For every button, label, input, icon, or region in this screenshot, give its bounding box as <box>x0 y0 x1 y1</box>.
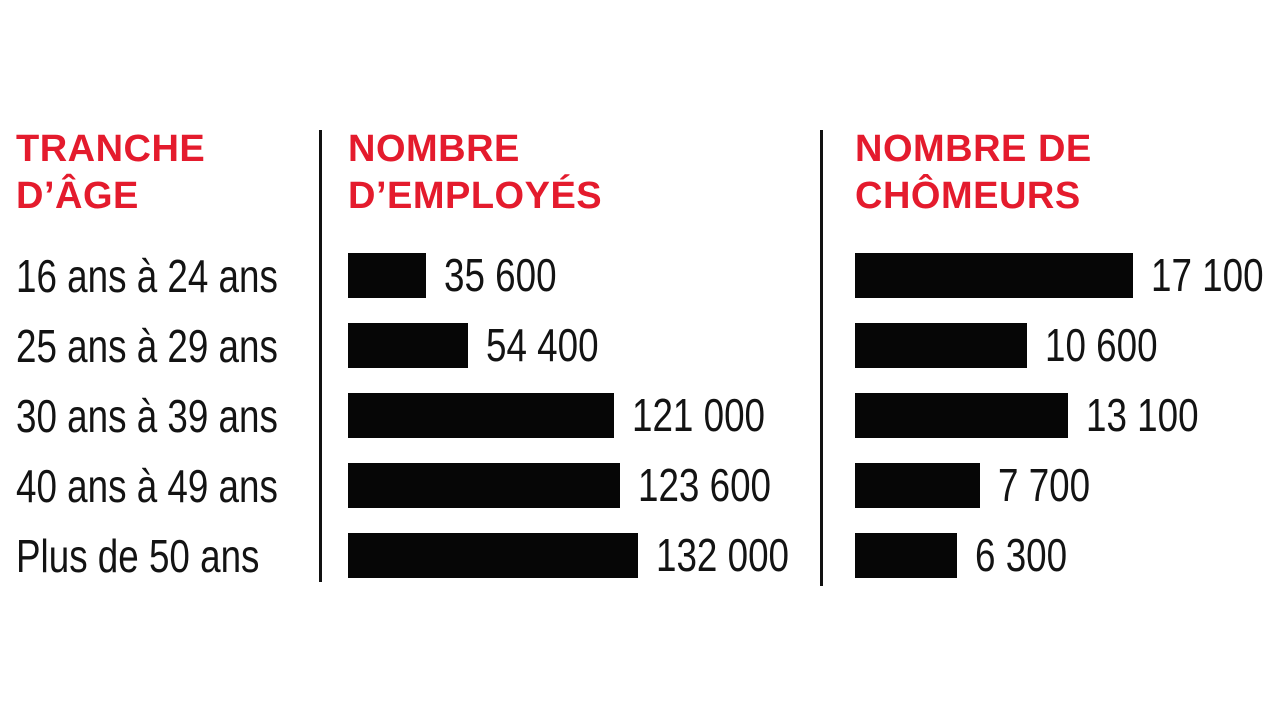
age-labels-column: 16 ans à 24 ans 25 ans à 29 ans 30 ans à 3… <box>16 250 343 582</box>
bar-value-label: 6 300 <box>975 529 1068 581</box>
age-range-label: 30 ans à 39 ans <box>16 390 278 442</box>
bar-row: 35 600 <box>348 249 822 301</box>
bar <box>855 253 1133 298</box>
bar <box>855 463 980 508</box>
age-range-label: Plus de 50 ans <box>16 530 260 582</box>
bar <box>348 253 426 298</box>
bar <box>855 323 1027 368</box>
bar-value-label: 132 000 <box>656 529 790 581</box>
employees-bars-column: 35 600 54 400 121 000 123 600 132 000 <box>348 249 822 581</box>
bar-row: 7 700 <box>855 459 1280 511</box>
age-range-label: 25 ans à 29 ans <box>16 320 278 372</box>
age-range-label: 16 ans à 24 ans <box>16 250 278 302</box>
bar-row: 123 600 <box>348 459 822 511</box>
bar-row: 54 400 <box>348 319 822 371</box>
bar-row: 13 100 <box>855 389 1280 441</box>
bar-value-label: 17 100 <box>1151 249 1264 301</box>
bar-value-label: 121 000 <box>632 389 766 441</box>
bar <box>855 393 1068 438</box>
bar-value-label: 123 600 <box>638 459 772 511</box>
bar-value-label: 54 400 <box>486 319 599 371</box>
column-header-employees: NOMBRE D’EMPLOYÉS <box>348 128 603 217</box>
bar-value-label: 13 100 <box>1086 389 1199 441</box>
bar <box>348 393 614 438</box>
column-header-age-range: TRANCHE D’ÂGE <box>16 128 206 217</box>
column-divider <box>820 130 823 586</box>
age-range-label: 40 ans à 49 ans <box>16 460 278 512</box>
column-header-unemployed: NOMBRE DE CHÔMEURS <box>855 128 1092 217</box>
bar-value-label: 35 600 <box>444 249 557 301</box>
unemployed-bars-column: 17 100 10 600 13 100 7 700 6 300 <box>855 249 1280 581</box>
bar-value-label: 7 700 <box>998 459 1091 511</box>
bar <box>348 463 620 508</box>
bar <box>348 323 468 368</box>
bar-row: 132 000 <box>348 529 822 581</box>
bar <box>348 533 638 578</box>
bar-value-label: 10 600 <box>1045 319 1158 371</box>
column-divider <box>319 130 322 582</box>
bar <box>855 533 957 578</box>
bar-row: 17 100 <box>855 249 1280 301</box>
bar-row: 6 300 <box>855 529 1280 581</box>
bar-row: 121 000 <box>348 389 822 441</box>
bar-row: 10 600 <box>855 319 1280 371</box>
